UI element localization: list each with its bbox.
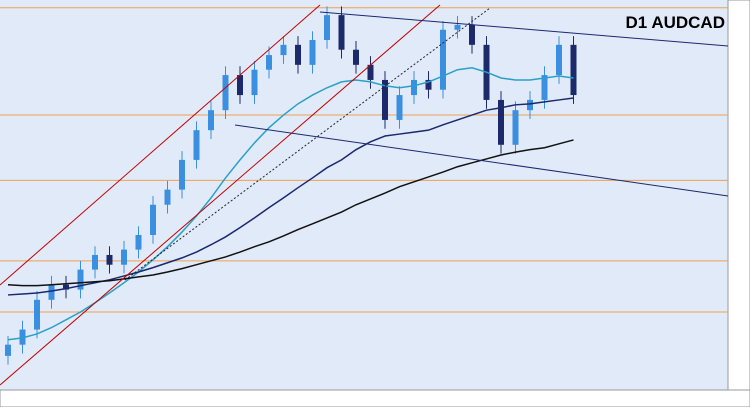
candle-body: [193, 130, 200, 160]
candle-body: [411, 79, 417, 96]
candle-body: [353, 49, 359, 65]
candle-body: [498, 99, 504, 145]
candle-body: [251, 69, 258, 96]
moving-average: [7, 66, 574, 341]
candle-body: [570, 44, 577, 96]
candle-body: [77, 269, 84, 290]
channel-line: [0, 4, 441, 386]
candle-body: [396, 95, 403, 120]
candle-body: [150, 204, 156, 235]
candle-body: [106, 254, 113, 265]
candle-body: [121, 249, 127, 265]
candle-body: [5, 344, 11, 356]
candle-body: [527, 99, 533, 111]
candle-body: [179, 159, 185, 190]
candle-body: [425, 79, 432, 90]
candle-body: [541, 75, 548, 100]
candle-body: [469, 24, 475, 45]
candle-body: [222, 75, 229, 111]
candle-body: [440, 29, 446, 90]
candle-body: [338, 15, 345, 50]
plot-area: [0, 0, 728, 390]
moving-average: [7, 139, 574, 287]
candle-body: [48, 284, 55, 300]
chart-title: D1 AUDCAD: [626, 13, 726, 32]
candle-body: [454, 24, 461, 30]
channel-line: [0, 4, 321, 286]
candle-body: [309, 39, 316, 65]
time-axis: [0, 389, 750, 407]
candle-body: [266, 55, 272, 70]
candle-body: [295, 44, 301, 65]
candle-body: [164, 189, 171, 205]
candle-body: [208, 110, 214, 131]
candle-body: [63, 284, 69, 290]
candle-body: [512, 110, 519, 145]
trend-line: [234, 124, 729, 197]
candle-body: [135, 234, 142, 250]
candle-body: [556, 44, 562, 76]
candle-body: [382, 79, 388, 120]
candle-body: [367, 64, 374, 80]
candle-body: [92, 254, 98, 270]
candle-body: [324, 15, 330, 40]
price-axis: [727, 0, 750, 391]
candle-body: [237, 75, 243, 96]
candle-body: [34, 299, 40, 330]
trend-line: [319, 11, 729, 47]
candle-body: [280, 44, 287, 56]
